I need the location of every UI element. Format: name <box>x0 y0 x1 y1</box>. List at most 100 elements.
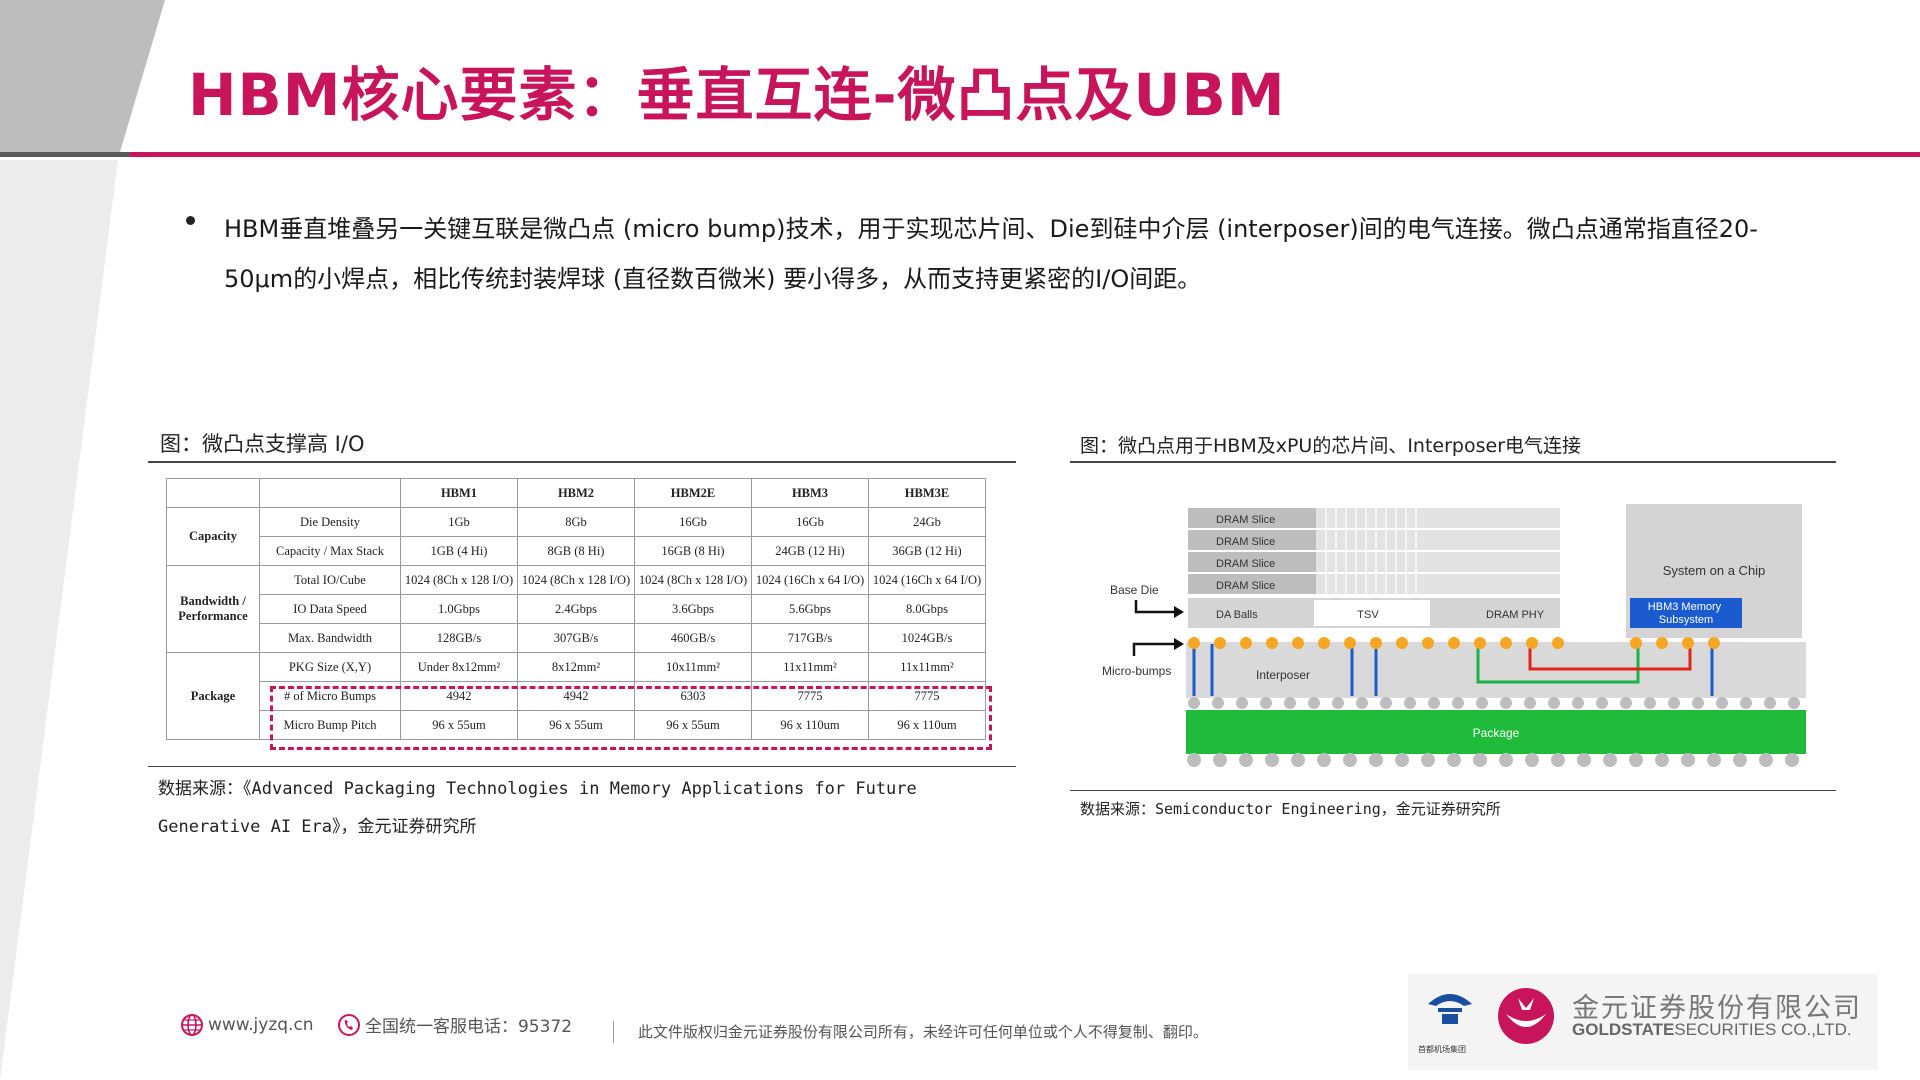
table-cell: 16GB (8 Hi) <box>634 536 752 566</box>
table-row: Package PKG Size (X,Y) Under 8x12mm² 8x1… <box>166 652 986 740</box>
copyright-text: 此文件版权归金元证券股份有限公司所有，未经许可任何单位或个人不得复制、翻印。 <box>637 1022 1208 1041</box>
table-cell: 2.4Gbps <box>517 594 635 624</box>
right-figure-source: 数据来源：Semiconductor Engineering，金元证券研究所 <box>1080 800 1501 818</box>
micro-bumps-label: Micro-bumps <box>1102 664 1171 678</box>
table-cell: 8GB (8 Hi) <box>517 536 635 566</box>
globe-icon <box>181 1013 203 1036</box>
phone-icon <box>337 1013 360 1036</box>
red-signal-path <box>1528 642 1692 671</box>
da-balls-label: DA Balls <box>1216 609 1258 621</box>
right-figure-caption: 图：微凸点用于HBM及xPU的芯片间、Interposer电气连接 <box>1080 435 1582 457</box>
micro-bump-highlight-box <box>270 686 992 750</box>
hotline-text: 全国统一客服电话：95372 <box>364 1017 573 1037</box>
footer-hotline: 全国统一客服电话：95372 <box>337 1012 572 1037</box>
table-row: Capacity Die Density 1Gb 8Gb 16Gb 16Gb 2… <box>166 507 986 566</box>
micro-bumps-arrow-head <box>1174 638 1184 650</box>
tsv-lines <box>1192 644 1714 696</box>
table-cell: 8x12mm² <box>517 652 635 682</box>
interposer-label: Interposer <box>1256 668 1310 682</box>
table-cell: 1024 (16Ch x 64 I/O) <box>868 565 986 595</box>
tsv-label: TSV <box>1357 609 1379 621</box>
title-rule-left <box>0 152 130 157</box>
column-header: HBM3E <box>868 478 986 508</box>
hbm3-label-line-1: HBM3 Memory <box>1648 601 1722 613</box>
table-cell: 16Gb <box>751 507 869 537</box>
table-corner-metric <box>259 478 401 508</box>
table-cell: 307GB/s <box>517 623 635 653</box>
table-cell: 5.6Gbps <box>751 594 869 624</box>
micro-bumps-arrow <box>1132 642 1176 656</box>
company-name-en: GOLDSTATESECURITIES CO.,LTD. <box>1572 1020 1852 1040</box>
table-cell: 1024 (16Ch x 64 I/O) <box>751 565 869 595</box>
metric-label: PKG Size (X,Y) <box>259 652 401 682</box>
footer: www.jyzq.cn 全国统一客服电话：95372 此文件版权归金元证券股份有… <box>180 1012 1226 1043</box>
group-label: Bandwidth / Performance <box>166 565 260 653</box>
dram-stack <box>1188 508 1560 594</box>
table-row: Max. Bandwidth 128GB/s 307GB/s 460GB/s 7… <box>167 623 986 653</box>
bullet-dot <box>186 216 195 225</box>
bullet-paragraph: HBM垂直堆叠另一关键互联是微凸点 (micro bump)技术，用于实现芯片间… <box>224 215 1758 293</box>
table-cell: 1024 (8Ch x 128 I/O) <box>400 565 518 595</box>
package-label: Package <box>1473 726 1520 740</box>
hbm3-subsystem-block <box>1630 598 1742 628</box>
table-cell: 128GB/s <box>400 623 518 653</box>
table-header-row: HBM1 HBM2 HBM2E HBM3 HBM3E <box>166 478 986 508</box>
table-cell: 16Gb <box>634 507 752 537</box>
hbm-interposer-diagram: System on a Chip HBM3 Memory Subsystem D… <box>1102 504 1806 767</box>
table-cell: 96 x 55um <box>400 710 518 740</box>
dram-slice-label: DRAM Slice <box>1216 558 1275 570</box>
table-cell: 1Gb <box>400 507 518 537</box>
left-figure-source: 数据来源：《Advanced Packaging Technologies in… <box>158 779 917 837</box>
table-cell: 1GB (4 Hi) <box>400 536 518 566</box>
green-signal-path <box>1476 642 1640 684</box>
decorative-side-band <box>0 0 165 1080</box>
table-cell: 24Gb <box>868 507 986 537</box>
group-label: Package <box>166 652 260 740</box>
left-source-rule <box>148 766 1016 767</box>
table-cell: 96 x 110um <box>868 710 986 740</box>
table-cell: 3.6Gbps <box>634 594 752 624</box>
table-corner <box>166 478 260 508</box>
column-header: HBM2E <box>634 478 752 508</box>
footer-separator <box>613 1020 615 1043</box>
hbm3-label-line-2: Subsystem <box>1659 614 1713 626</box>
left-caption-rule <box>148 461 1016 463</box>
metric-label: Micro Bump Pitch <box>259 710 401 740</box>
footer-website[interactable]: www.jyzq.cn <box>180 1013 314 1037</box>
table-cell: 11x11mm² <box>751 652 869 682</box>
metric-label: IO Data Speed <box>259 594 401 624</box>
base-die-arrow-head <box>1174 606 1184 618</box>
base-die-label: Base Die <box>1110 583 1159 597</box>
table-row: IO Data Speed 1.0Gbps 2.4Gbps 3.6Gbps 5.… <box>167 594 986 624</box>
parent-group-name: 首都机场集团 <box>1418 1045 1466 1054</box>
dram-slice-label: DRAM Slice <box>1216 536 1275 548</box>
right-source-rule <box>1070 790 1836 791</box>
interposer <box>1186 642 1806 698</box>
left-figure-caption: 图：微凸点支撑高 I/O <box>160 432 365 456</box>
page-title: HBM核心要素：垂直互连-微凸点及UBM <box>188 61 1286 129</box>
dram-slice-label: DRAM Slice <box>1216 580 1275 592</box>
table-cell: 1.0Gbps <box>400 594 518 624</box>
company-name-cn: 金元证券股份有限公司 <box>1572 993 1862 1024</box>
airport-group-logo-icon <box>1428 994 1472 1024</box>
base-die-arrow <box>1134 600 1176 614</box>
table-cell: 10x11mm² <box>634 652 752 682</box>
table-row: Micro Bump Pitch 96 x 55um 96 x 55um 96 … <box>167 710 986 740</box>
dram-slice-label: DRAM Slice <box>1216 514 1275 526</box>
goldstate-logo-icon <box>1498 988 1554 1044</box>
table-cell: 96 x 55um <box>634 710 752 740</box>
table-row: Capacity / Max Stack 1GB (4 Hi) 8GB (8 H… <box>167 536 986 566</box>
table-cell: 8.0Gbps <box>868 594 986 624</box>
micro-bump-row <box>1188 637 1720 649</box>
package-ball-row <box>1187 753 1799 767</box>
company-name-en-bold: GOLDSTATE <box>1572 1020 1675 1039</box>
soc-label: System on a Chip <box>1663 563 1766 578</box>
tsv-region <box>1314 600 1430 626</box>
metric-label: Die Density <box>259 507 401 537</box>
title-rule <box>130 152 1920 157</box>
group-label: Capacity <box>166 507 260 566</box>
table-cell: 36GB (12 Hi) <box>868 536 986 566</box>
table-cell: 96 x 55um <box>517 710 635 740</box>
company-logo-area <box>1408 974 1878 1070</box>
table-cell: 717GB/s <box>751 623 869 653</box>
